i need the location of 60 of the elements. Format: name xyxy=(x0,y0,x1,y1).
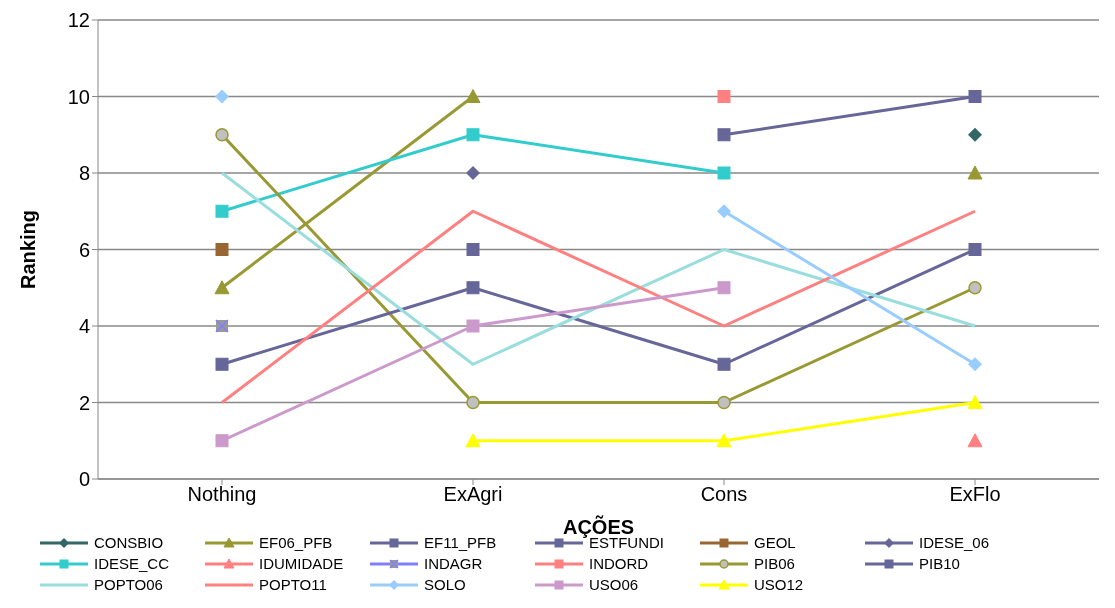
point xyxy=(215,357,229,371)
legend-label: CONSBIO xyxy=(94,534,164,551)
legend-label: INDORD xyxy=(589,555,649,572)
point xyxy=(717,90,731,103)
point xyxy=(968,243,982,256)
point xyxy=(968,357,982,372)
point xyxy=(967,165,983,180)
point xyxy=(466,281,480,295)
legend-label: IDESE_CC xyxy=(94,555,170,572)
point xyxy=(968,127,982,142)
x-tick-label: ExFlo xyxy=(949,483,1001,506)
point xyxy=(466,395,480,410)
point xyxy=(214,280,230,295)
y-tick-label: 4 xyxy=(78,315,90,338)
y-tick-label: 6 xyxy=(78,238,90,261)
point xyxy=(465,433,481,448)
y-tick-label: 2 xyxy=(78,391,90,414)
point xyxy=(717,128,731,142)
legend-label: SOLO xyxy=(424,576,466,593)
y-tick-label: 12 xyxy=(67,9,90,32)
y-tick-label: 0 xyxy=(78,468,90,491)
point xyxy=(465,89,481,103)
legend-label: POPTO11 xyxy=(259,576,327,593)
point xyxy=(466,166,480,180)
point xyxy=(466,319,480,333)
y-tick-label: 10 xyxy=(67,85,90,108)
point xyxy=(466,128,480,142)
point xyxy=(968,281,982,295)
point xyxy=(717,395,731,410)
line-series xyxy=(220,171,977,366)
legend-label: GEOL xyxy=(754,534,796,551)
legend-label: POPTO06 xyxy=(94,576,163,593)
legend-label: PIB06 xyxy=(754,555,795,572)
point xyxy=(215,434,229,448)
point xyxy=(717,166,731,180)
legend-label: PIB10 xyxy=(919,555,960,572)
legend-label: IDESE_06 xyxy=(919,534,990,551)
legend-label: IDUMIDADE xyxy=(259,555,344,572)
y-axis-title: Ranking xyxy=(17,210,40,289)
point xyxy=(967,433,983,448)
x-tick-label: Nothing xyxy=(187,483,257,506)
point xyxy=(967,395,983,409)
y-tick-label: 8 xyxy=(78,162,90,185)
point xyxy=(717,357,731,371)
point xyxy=(717,281,731,295)
x-tick-label: Cons xyxy=(700,483,748,506)
point xyxy=(716,433,732,448)
legend-label: EF06_PFB xyxy=(259,534,333,551)
point xyxy=(717,204,731,219)
x-tick-label: ExAgri xyxy=(443,483,503,506)
legend-label: EF11_PFB xyxy=(424,534,497,551)
point xyxy=(466,243,480,256)
legend-label: USO12 xyxy=(754,576,804,593)
point xyxy=(215,128,229,142)
point xyxy=(215,204,229,218)
point xyxy=(968,90,982,103)
legend-label: USO06 xyxy=(589,576,639,593)
legend-label: INDAGR xyxy=(424,555,483,572)
point xyxy=(215,243,229,256)
point xyxy=(215,89,229,104)
